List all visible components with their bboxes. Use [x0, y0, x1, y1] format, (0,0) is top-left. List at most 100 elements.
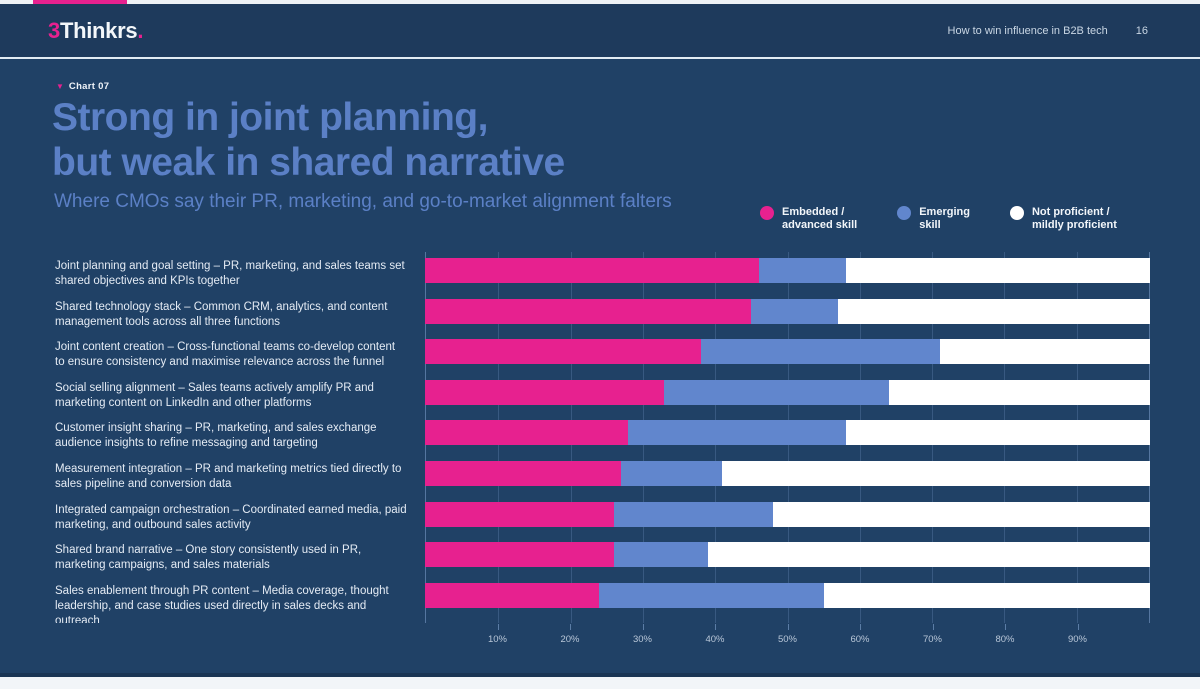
bar-segment-emerging-skill: [599, 582, 824, 608]
stacked-bar: [425, 420, 1150, 446]
legend-dot-pink-icon: [760, 206, 774, 220]
bar-segment-not-proficient: [707, 542, 1150, 568]
header-meta: How to win influence in B2B tech 16: [948, 25, 1148, 37]
bar-segment-emerging-skill: [758, 258, 846, 283]
bar-segment-not-proficient: [722, 460, 1150, 486]
slide-title: Strong in joint planning, but weak in sh…: [52, 95, 565, 185]
row-label: Integrated campaign orchestration – Coor…: [55, 503, 407, 531]
axis-tick-mark: [715, 624, 716, 631]
axis-tick-label: 70%: [922, 634, 943, 646]
axis-tick-label: 40%: [705, 634, 725, 646]
axis-tick-label: 90%: [1067, 634, 1088, 646]
bars: [425, 258, 1150, 623]
legend-item-not-proficient: Not proficient / mildly proficient: [1009, 206, 1117, 232]
bar-segment-not-proficient: [773, 501, 1150, 527]
bar-segment-emerging-skill: [613, 501, 773, 527]
chart-row: [425, 298, 1150, 340]
logo-prefix: 3: [48, 17, 60, 43]
row-label: Customer insight sharing – PR, marketing…: [55, 422, 377, 450]
stacked-bar: [425, 339, 1150, 365]
x-axis: 10% 20% 30% 40% 50% 60% 70% 80% 90%: [425, 623, 1150, 653]
row-label: Joint content creation – Cross-functiona…: [55, 341, 396, 369]
row-label: Shared brand narrative – One story consi…: [55, 544, 362, 572]
stacked-bar: [425, 460, 1150, 486]
legend-label: Emerging skill: [919, 206, 970, 231]
axis-tick-mark: [1005, 624, 1006, 631]
axis-tick-label: 50%: [777, 634, 798, 646]
axis-tick-mark: [497, 624, 499, 631]
chart-row: [425, 460, 1150, 502]
slide-body: ▼ Chart 07 Strong in joint planning, but…: [0, 59, 1200, 673]
top-pink-accent: [33, 0, 127, 4]
bar-segment-embedded-advanced-skill: [425, 542, 614, 568]
bar-segment-emerging-skill: [613, 542, 708, 568]
axis-tick-mark: [1077, 624, 1079, 631]
axis-tick-label: 60%: [850, 634, 870, 646]
page-number: 16: [1135, 24, 1148, 37]
legend-item-embedded: Embedded / advanced skill: [760, 206, 857, 232]
logo-suffix: .: [137, 17, 144, 43]
axis-tick-label: 80%: [995, 634, 1015, 646]
axis-tick-label: 20%: [560, 634, 580, 646]
bar-segment-embedded-advanced-skill: [425, 298, 752, 324]
axis-tick-mark: [642, 624, 644, 631]
bar-segment-embedded-advanced-skill: [425, 258, 759, 283]
chart-kicker: ▼ Chart 07: [56, 81, 109, 92]
row-label: Shared technology stack – Common CRM, an…: [55, 300, 388, 328]
page-bottom-strip: [0, 677, 1200, 689]
triangle-down-icon: ▼: [56, 81, 64, 91]
document-title: How to win influence in B2B tech: [947, 24, 1108, 37]
legend-label: Not proficient / mildly proficient: [1031, 206, 1117, 231]
bar-segment-embedded-advanced-skill: [425, 582, 599, 608]
stacked-bar: [425, 582, 1150, 608]
legend-dot-white-icon: [1009, 206, 1024, 220]
stacked-bar-chart: Joint planning and goal setting – PR, ma…: [55, 252, 1150, 653]
row-labels: Joint planning and goal setting – PR, ma…: [55, 258, 425, 653]
axis-tick-mark: [860, 624, 861, 631]
bar-segment-emerging-skill: [664, 379, 889, 405]
stacked-bar: [425, 258, 1150, 283]
stacked-bar: [425, 298, 1150, 324]
row-label: Joint planning and goal setting – PR, ma…: [55, 260, 405, 287]
stacked-bar: [425, 542, 1150, 568]
bar-segment-embedded-advanced-skill: [425, 379, 665, 405]
chart-row: [425, 379, 1150, 421]
axis-tick-label: 10%: [487, 634, 508, 646]
slide-title-line2: but weak in shared narrative: [52, 141, 565, 184]
bar-segment-emerging-skill: [700, 339, 940, 365]
chart-row: [425, 258, 1150, 299]
bar-segment-emerging-skill: [620, 460, 723, 486]
chart-row: [425, 582, 1150, 624]
bar-segment-not-proficient: [823, 582, 1150, 608]
axis-tick-mark: [932, 624, 934, 631]
row-label: Sales enablement through PR content – Me…: [55, 584, 389, 624]
legend-label: Embedded / advanced skill: [782, 206, 858, 231]
bar-segment-emerging-skill: [751, 298, 839, 324]
chart-row: [425, 501, 1150, 543]
legend-item-emerging: Emerging skill: [897, 206, 970, 232]
bar-segment-not-proficient: [845, 420, 1150, 446]
bar-segment-embedded-advanced-skill: [425, 339, 701, 365]
chart-legend: Embedded / advanced skill Emerging skill…: [760, 206, 1117, 232]
bar-segment-not-proficient: [939, 339, 1150, 365]
axis-tick-mark: [787, 624, 789, 631]
chart-row: [425, 420, 1150, 461]
bar-segment-not-proficient: [845, 258, 1150, 283]
axis-tick-mark: [570, 624, 571, 631]
stacked-bar: [425, 501, 1150, 527]
logo-name: Thinkrs: [59, 17, 138, 43]
slide-subtitle: Where CMOs say their PR, marketing, and …: [54, 191, 672, 212]
slide-title-line1: Strong in joint planning,: [52, 96, 488, 139]
slide-top-edge: [0, 0, 1200, 4]
bar-segment-embedded-advanced-skill: [425, 420, 628, 446]
bar-segment-embedded-advanced-skill: [425, 501, 614, 527]
chart-number-label: Chart 07: [68, 81, 110, 92]
brand-logo: 3Thinkrs.: [48, 18, 143, 44]
chart-row: [425, 339, 1150, 380]
bar-segment-not-proficient: [838, 298, 1150, 324]
row-label: Measurement integration – PR and marketi…: [55, 462, 402, 490]
slide-bottom-edge: [0, 673, 1200, 677]
bar-segment-embedded-advanced-skill: [425, 460, 621, 486]
axis-tick-label: 30%: [632, 634, 653, 646]
stacked-bar: [425, 379, 1150, 405]
